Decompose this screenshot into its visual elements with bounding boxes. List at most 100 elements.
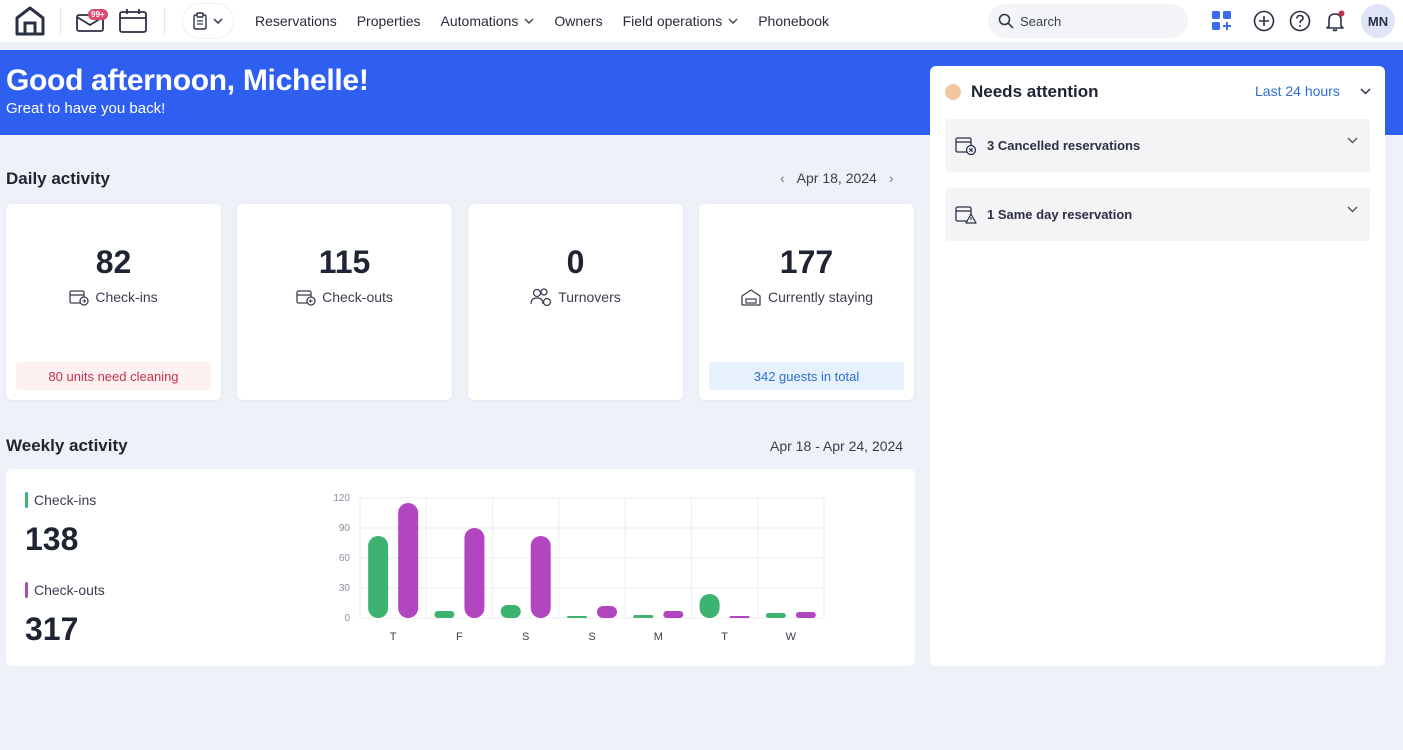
menu-automations[interactable]: Automations [441, 13, 535, 29]
avatar[interactable]: MN [1361, 4, 1395, 38]
x-tick-label: S [522, 631, 529, 643]
same-day-reservation-item[interactable]: 1 Same day reservation [945, 188, 1370, 241]
checkins-label-row: Check-ins [6, 288, 221, 306]
x-tick-label: M [654, 631, 663, 643]
chevron-left-icon[interactable]: ‹ [780, 170, 785, 186]
cleaning-note[interactable]: 80 units need cleaning [16, 362, 211, 390]
cancelled-reservations-item[interactable]: 3 Cancelled reservations [945, 119, 1370, 172]
calendar-checkin-icon [69, 290, 90, 306]
menu-label: Owners [554, 13, 603, 29]
add-circle-icon[interactable] [1249, 7, 1279, 35]
staying-count: 177 [779, 244, 834, 280]
chevron-down-icon [1360, 87, 1371, 95]
divider [60, 8, 61, 34]
y-tick-label: 120 [333, 493, 350, 504]
main-menu: Reservations Properties Automations Owne… [255, 0, 849, 42]
weekly-checkins-total: 138 [25, 521, 79, 557]
clipboard-dropdown-button[interactable] [183, 4, 233, 38]
help-icon[interactable] [1285, 7, 1315, 35]
guests-total-note[interactable]: 342 guests in total [709, 362, 904, 390]
chevron-down-icon [728, 18, 738, 24]
date-navigator: ‹ Apr 18, 2024 › [780, 170, 894, 186]
clipboard-icon [193, 12, 207, 30]
turnovers-label: Turnovers [558, 289, 621, 305]
search-input[interactable] [1020, 13, 1170, 29]
chevron-right-icon[interactable]: › [888, 170, 894, 186]
same-day-reservation-label: 1 Same day reservation [987, 207, 1133, 222]
menu-reservations[interactable]: Reservations [255, 13, 337, 29]
weekly-activity-card [6, 469, 915, 666]
y-tick-label: 0 [344, 613, 350, 624]
y-tick-label: 30 [339, 583, 351, 594]
weekly-checkins-label: Check-ins [34, 492, 97, 508]
weekly-checkouts-label: Check-outs [34, 582, 105, 598]
apps-grid-icon[interactable] [1207, 7, 1237, 35]
menu-phonebook[interactable]: Phonebook [758, 13, 829, 29]
chevron-down-icon [524, 18, 534, 24]
bar-check-ins [368, 536, 389, 618]
bar-check-outs [597, 606, 617, 618]
current-date: Apr 18, 2024 [796, 170, 877, 186]
turnovers-count: 0 [566, 244, 585, 280]
divider [164, 8, 165, 34]
bar-check-ins [699, 594, 720, 618]
calendar-icon[interactable] [118, 7, 148, 35]
checkins-label: Check-ins [95, 289, 158, 305]
turnovers-card[interactable]: 0 Turnovers [468, 204, 683, 400]
search-box[interactable] [988, 4, 1188, 38]
menu-label: Reservations [255, 13, 337, 29]
bar-check-ins [765, 613, 786, 618]
x-tick-label: T [390, 631, 397, 643]
x-tick-label: W [786, 631, 797, 643]
cancelled-reservations-label: 3 Cancelled reservations [987, 138, 1141, 153]
bar-check-outs [398, 503, 419, 618]
needs-attention-title: Needs attention [971, 82, 1099, 101]
chevron-down-icon [1347, 206, 1358, 213]
bar-check-outs [729, 616, 750, 618]
checkouts-card[interactable]: 115 Check-outs [237, 204, 452, 400]
bar-check-ins [633, 615, 654, 618]
weekly-bar-chart: 0 30 60 90 120 T F S S M T W [333, 493, 825, 643]
menu-label: Automations [440, 13, 519, 29]
menu-field-operations[interactable]: Field operations [623, 13, 739, 29]
bar-check-ins [500, 605, 521, 618]
bell-icon[interactable] [1320, 7, 1350, 35]
checkouts-label: Check-outs [322, 289, 393, 305]
menu-properties[interactable]: Properties [357, 13, 421, 29]
chevron-down-icon [213, 18, 223, 24]
menu-owners[interactable]: Owners [554, 13, 602, 29]
checkins-count: 82 [95, 244, 132, 280]
time-filter-dropdown[interactable]: Last 24 hours [1255, 83, 1371, 99]
bar-check-ins [567, 616, 587, 618]
weekly-date-range: Apr 18 - Apr 24, 2024 [770, 438, 904, 454]
x-tick-label: S [588, 631, 595, 643]
inbox-badge: 99+ [88, 9, 108, 20]
x-tick-label: F [456, 631, 463, 643]
staying-label: Currently staying [767, 289, 874, 305]
y-tick-label: 60 [339, 553, 351, 564]
staying-label-row: Currently staying [699, 288, 914, 306]
y-tick-label: 90 [339, 523, 351, 534]
calendar-checkout-icon [296, 290, 316, 306]
bar-check-ins [434, 611, 455, 618]
checkins-legend-swatch [25, 492, 28, 508]
search-icon [998, 13, 1014, 29]
calendar-warning-icon [955, 205, 977, 224]
menu-label: Phonebook [758, 13, 830, 29]
top-nav: 99+ Reservations Properties Automations … [0, 0, 1403, 42]
home-logo-icon[interactable] [14, 6, 46, 36]
checkouts-count: 115 [318, 244, 371, 280]
checkouts-legend-swatch [25, 582, 28, 598]
chevron-down-icon [1347, 137, 1358, 144]
checkins-card[interactable]: 82 Check-ins 80 units need cleaning [6, 204, 221, 400]
bar-check-outs [663, 611, 684, 618]
bar-check-outs [795, 612, 816, 618]
house-bed-icon [741, 289, 761, 306]
menu-label: Field operations [622, 13, 723, 29]
currently-staying-card[interactable]: 177 Currently staying 342 guests in tota… [699, 204, 914, 400]
time-filter-label: Last 24 hours [1255, 83, 1340, 99]
people-swap-icon [530, 288, 552, 306]
weekly-checkouts-total: 317 [25, 611, 79, 647]
bar-check-outs [464, 528, 485, 618]
welcome-banner: Good afternoon, Michelle! Great to have … [0, 50, 925, 135]
